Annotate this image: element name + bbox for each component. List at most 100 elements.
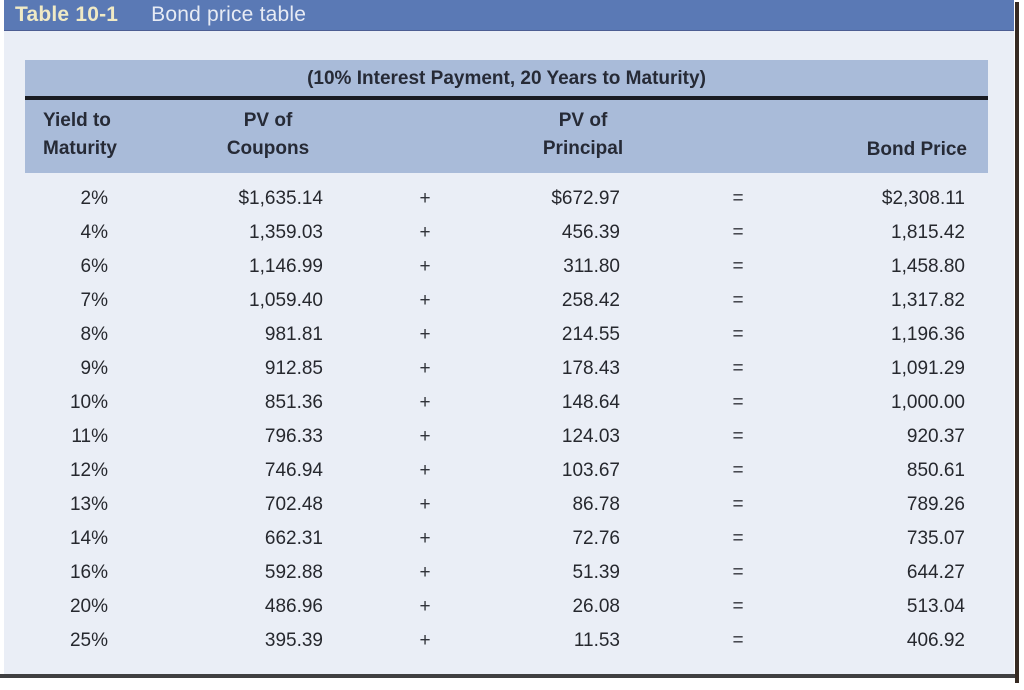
equals-operator: = xyxy=(732,222,744,243)
equals-operator: = xyxy=(732,494,744,515)
equals-operator: = xyxy=(732,324,744,345)
pv-principal-value: 86.78 xyxy=(572,494,620,515)
bond-price-value: 735.07 xyxy=(906,528,965,549)
plus-operator: + xyxy=(419,460,431,481)
plus-operator: + xyxy=(419,630,431,651)
pv-coupons-value: 486.96 xyxy=(264,596,323,617)
table-rows: 2% $1,635.14 + $672.97 = $2,308.11 4% 1,… xyxy=(25,173,988,658)
plus-operator: + xyxy=(419,222,431,243)
equals-operator: = xyxy=(732,188,744,209)
pv-principal-value: 26.08 xyxy=(572,596,620,617)
yield-value: 12% xyxy=(69,460,108,481)
pv-principal-value: 103.67 xyxy=(561,460,620,481)
plus-operator: + xyxy=(419,324,431,345)
bond-price-value: 1,815.42 xyxy=(891,222,965,243)
bond-price-value: 1,196.36 xyxy=(891,324,965,345)
bond-price-value: 644.27 xyxy=(906,562,965,583)
yield-value: 8% xyxy=(80,324,108,345)
bond-price-value: 1,458.80 xyxy=(891,256,965,277)
table-row: 14% 662.31 + 72.76 = 735.07 xyxy=(25,522,988,556)
plus-operator: + xyxy=(419,188,431,209)
pv-coupons-value: 662.31 xyxy=(264,528,323,549)
column-header-coupons: PV of Coupons xyxy=(227,107,309,163)
pv-coupons-value: 851.36 xyxy=(264,392,323,413)
equals-operator: = xyxy=(732,426,744,447)
yield-value: 9% xyxy=(80,358,108,379)
bond-price-value: 1,000.00 xyxy=(891,392,965,413)
table-row: 25% 395.39 + 11.53 = 406.92 xyxy=(25,624,988,658)
yield-value: 11% xyxy=(71,426,108,447)
column-header-bond-price: Bond Price xyxy=(866,139,967,160)
table-number-label: Table 10-1 xyxy=(15,3,119,26)
equals-operator: = xyxy=(732,562,744,583)
bond-price-value: 789.26 xyxy=(906,494,965,515)
bond-price-value: 1,317.82 xyxy=(891,290,965,311)
pv-principal-value: 311.80 xyxy=(563,256,620,277)
table-row: 10% 851.36 + 148.64 = 1,000.00 xyxy=(25,386,988,420)
table-title-bar: Table 10-1 Bond price table xyxy=(4,0,1014,31)
column-header-coupons-line2: Coupons xyxy=(226,138,310,159)
table-row: 12% 746.94 + 103.67 = 850.61 xyxy=(25,454,988,488)
plus-operator: + xyxy=(419,528,431,549)
equals-operator: = xyxy=(732,358,744,379)
page-bottom-rule xyxy=(0,674,1017,678)
column-header-yield-line1: Yield to xyxy=(43,110,111,131)
yield-value: 14% xyxy=(69,528,108,549)
bond-price-table: (10% Interest Payment, 20 Years to Matur… xyxy=(25,60,988,658)
pv-coupons-value: $1,635.14 xyxy=(238,188,323,209)
yield-value: 4% xyxy=(80,222,108,243)
pv-coupons-value: 592.88 xyxy=(264,562,323,583)
equals-operator: = xyxy=(732,596,744,617)
page-right-edge xyxy=(1015,2,1019,683)
equals-operator: = xyxy=(732,392,744,413)
page-body: Table 10-1 Bond price table (10% Interes… xyxy=(4,0,1014,674)
plus-operator: + xyxy=(419,290,431,311)
pv-principal-value: 148.64 xyxy=(561,392,620,413)
table-row: 7% 1,059.40 + 258.42 = 1,317.82 xyxy=(25,284,988,318)
column-header-row: Yield to Maturity PV of Coupons PV of Pr… xyxy=(25,100,988,173)
plus-operator: + xyxy=(419,494,431,515)
plus-operator: + xyxy=(419,426,431,447)
table-row: 2% $1,635.14 + $672.97 = $2,308.11 xyxy=(25,182,988,216)
plus-operator: + xyxy=(419,256,431,277)
yield-value: 2% xyxy=(80,188,108,209)
pv-coupons-value: 1,146.99 xyxy=(249,256,323,277)
yield-value: 20% xyxy=(69,596,108,617)
column-header-principal-line2: Principal xyxy=(542,138,624,159)
yield-value: 16% xyxy=(69,562,108,583)
column-header-principal: PV of Principal xyxy=(543,107,623,163)
yield-value: 25% xyxy=(69,630,108,651)
equals-operator: = xyxy=(732,290,744,311)
plus-operator: + xyxy=(419,596,431,617)
table-title-text: Bond price table xyxy=(151,3,307,26)
table-row: 11% 796.33 + 124.03 = 920.37 xyxy=(25,420,988,454)
pv-coupons-value: 796.33 xyxy=(264,426,323,447)
equals-operator: = xyxy=(732,256,744,277)
pv-principal-value: 51.39 xyxy=(572,562,620,583)
pv-principal-value: 258.42 xyxy=(561,290,620,311)
plus-operator: + xyxy=(419,358,431,379)
yield-value: 13% xyxy=(69,494,108,515)
yield-value: 6% xyxy=(80,256,108,277)
bond-price-value: 920.37 xyxy=(906,426,965,447)
pv-coupons-value: 395.39 xyxy=(264,630,323,651)
yield-value: 10% xyxy=(69,392,108,413)
equals-operator: = xyxy=(732,528,744,549)
pv-coupons-value: 702.48 xyxy=(264,494,323,515)
pv-principal-value: 178.43 xyxy=(561,358,620,379)
bond-price-value: 406.92 xyxy=(906,630,965,651)
table-row: 20% 486.96 + 26.08 = 513.04 xyxy=(25,590,988,624)
pv-principal-value: 214.55 xyxy=(561,324,620,345)
column-header-yield-line2: Maturity xyxy=(43,138,117,159)
pv-principal-value: 124.03 xyxy=(561,426,620,447)
yield-value: 7% xyxy=(80,290,108,311)
pv-coupons-value: 746.94 xyxy=(264,460,323,481)
table-caption: (10% Interest Payment, 20 Years to Matur… xyxy=(25,60,988,96)
pv-coupons-value: 1,059.40 xyxy=(249,290,323,311)
pv-principal-value: 11.53 xyxy=(573,630,620,651)
equals-operator: = xyxy=(732,630,744,651)
plus-operator: + xyxy=(419,562,431,583)
bond-price-value: $2,308.11 xyxy=(881,188,965,209)
bond-price-value: 1,091.29 xyxy=(891,358,965,379)
